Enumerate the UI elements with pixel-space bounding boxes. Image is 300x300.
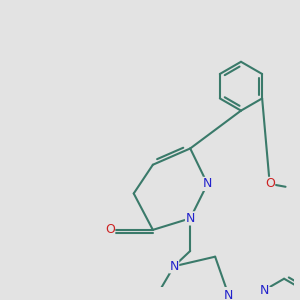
Text: N: N bbox=[203, 177, 212, 190]
Text: O: O bbox=[265, 177, 275, 190]
Text: O: O bbox=[105, 224, 115, 236]
Text: N: N bbox=[224, 289, 233, 300]
Text: N: N bbox=[260, 284, 269, 297]
Text: N: N bbox=[169, 260, 178, 273]
Text: N: N bbox=[185, 212, 195, 225]
